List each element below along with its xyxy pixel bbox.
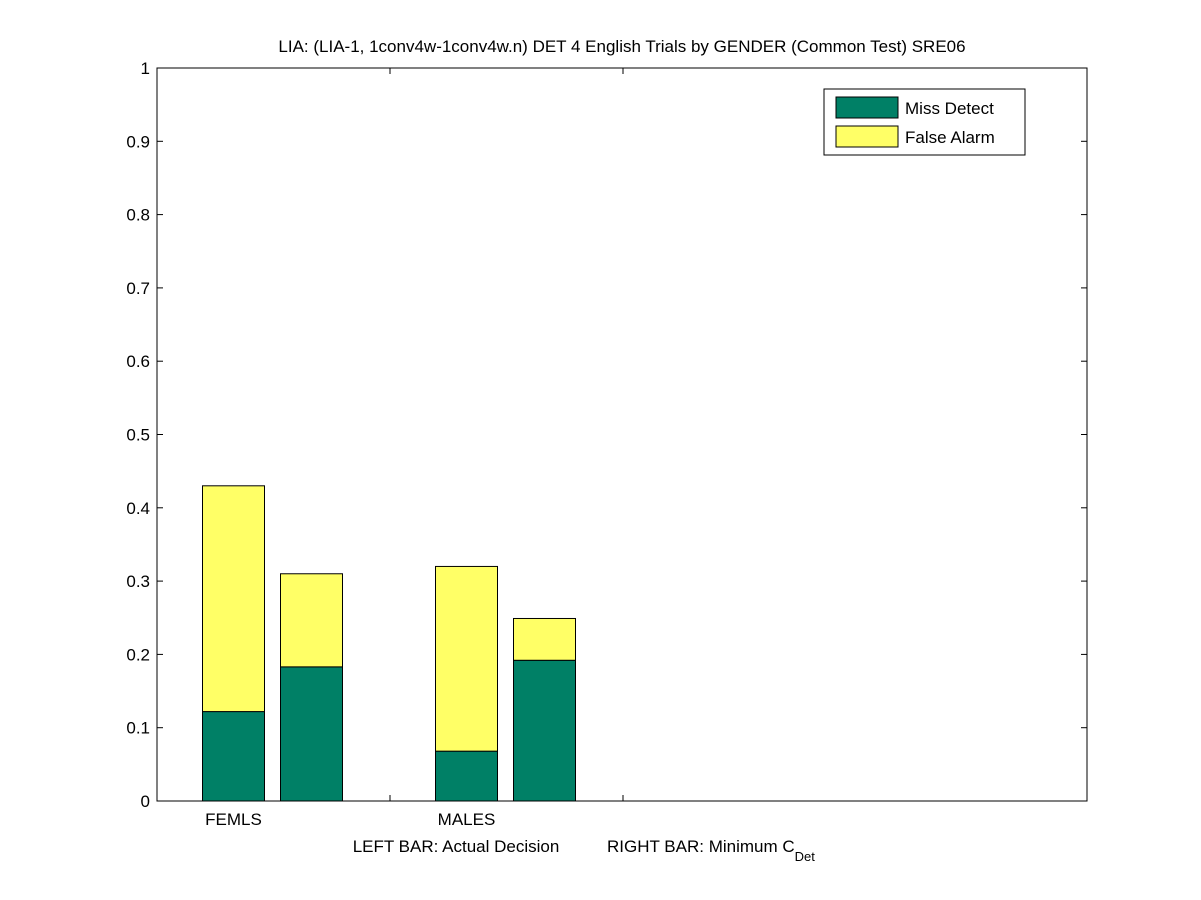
legend-swatch-false-alarm xyxy=(835,125,899,148)
y-tick-label: 1 xyxy=(141,59,150,78)
x-axis-label-right-subscript: Det xyxy=(795,849,816,864)
bar-false-alarm-femls-actual xyxy=(202,485,265,713)
y-tick-label: 0 xyxy=(141,792,150,811)
legend-swatch-miss-detect xyxy=(835,96,899,119)
bar-false-alarm-males-actual xyxy=(435,565,498,752)
x-axis: FEMLS MALES xyxy=(205,68,624,829)
x-tick-label: FEMLS xyxy=(205,810,262,829)
y-tick-label: 0.9 xyxy=(126,132,150,151)
y-tick-label: 0.6 xyxy=(126,352,150,371)
y-tick-label: 0.3 xyxy=(126,572,150,591)
y-tick-label: 0.4 xyxy=(126,499,150,518)
bar-false-alarm-femls-minimum xyxy=(280,573,343,668)
x-axis-label: LEFT BAR: Actual Decision xyxy=(353,837,560,856)
y-tick-label: 0.7 xyxy=(126,279,150,298)
bar-false-alarm-males-minimum xyxy=(513,617,576,661)
y-axis: 0 0.1 0.2 0.3 0.4 0.5 0.6 0.7 0.8 0.9 1 xyxy=(126,59,1087,811)
x-tick-label: MALES xyxy=(438,810,496,829)
chart-title: LIA: (LIA-1, 1conv4w-1conv4w.n) DET 4 En… xyxy=(278,37,965,56)
x-axis-label-right-main: RIGHT BAR: Minimum C xyxy=(607,837,795,856)
bar-miss-detect-femls-minimum xyxy=(280,666,343,802)
y-tick-label: 0.5 xyxy=(126,426,150,445)
x-axis-label-right: RIGHT BAR: Minimum CDet xyxy=(607,837,815,864)
y-tick-label: 0.1 xyxy=(126,719,150,738)
legend-label-miss-detect: Miss Detect xyxy=(905,99,994,118)
y-tick-label: 0.8 xyxy=(126,206,150,225)
y-tick-label: 0.2 xyxy=(126,645,150,664)
bar-miss-detect-males-actual xyxy=(435,750,498,802)
legend-label-false-alarm: False Alarm xyxy=(905,128,995,147)
bar-miss-detect-femls-actual xyxy=(202,711,265,802)
bar-miss-detect-males-minimum xyxy=(513,659,576,802)
x-axis-label-left: LEFT BAR: Actual Decision xyxy=(353,837,560,856)
bars xyxy=(202,485,576,802)
legend: Miss Detect False Alarm xyxy=(823,88,1026,156)
